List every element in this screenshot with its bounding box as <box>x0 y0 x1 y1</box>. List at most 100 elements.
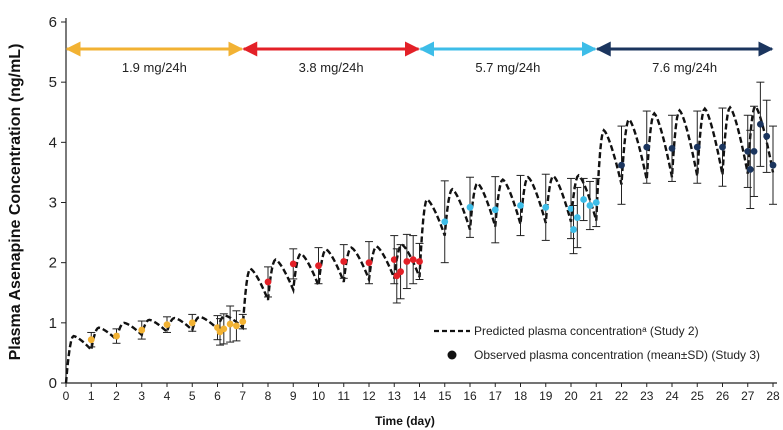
legend-observed-marker <box>447 350 457 360</box>
x-tick-label: 19 <box>539 389 553 403</box>
observed-point <box>365 241 373 285</box>
observed-marker <box>441 218 449 226</box>
observed-point <box>756 81 765 167</box>
x-tick-label: 18 <box>514 389 528 403</box>
observed-marker <box>570 226 577 233</box>
observed-point <box>743 114 752 188</box>
observed-marker <box>397 268 404 276</box>
y-axis-ticks: 0 1 2 3 4 5 6 <box>49 14 66 392</box>
observed-marker <box>163 321 171 329</box>
observed-point <box>402 233 411 290</box>
observed-point <box>112 328 121 344</box>
observed-point <box>642 110 651 184</box>
x-tick-label: 12 <box>362 389 376 403</box>
observed-point <box>339 244 348 279</box>
x-axis-title: Time (day) <box>375 414 435 428</box>
observed-point <box>137 320 146 340</box>
observed-point <box>314 247 323 285</box>
observed-marker <box>668 144 676 152</box>
observed-point <box>491 176 500 244</box>
x-tick-label: 24 <box>665 389 679 403</box>
x-tick-label: 14 <box>413 389 427 403</box>
observed-point <box>769 125 777 205</box>
x-tick-label: 13 <box>388 389 402 403</box>
observed-point <box>466 176 474 238</box>
observed-point <box>87 331 96 348</box>
x-tick-label: 15 <box>438 389 452 403</box>
dose-period-label: 3.8 mg/24h <box>299 60 364 75</box>
observed-marker <box>750 147 758 155</box>
observed-marker <box>220 325 228 333</box>
observed-marker <box>138 326 146 334</box>
axes <box>65 18 777 384</box>
observed-marker <box>416 258 423 265</box>
observed-marker <box>403 258 411 265</box>
observed-marker <box>233 322 240 330</box>
observed-point <box>264 266 272 298</box>
observed-point <box>541 173 550 241</box>
y-tick-label: 3 <box>49 195 57 212</box>
legend: Predicted plasma concentrationᵃ (Study 2… <box>434 324 760 362</box>
observed-point <box>569 205 578 255</box>
y-tick-label: 1 <box>49 315 57 332</box>
x-tick-label: 23 <box>640 389 654 403</box>
x-tick-label: 11 <box>338 389 351 403</box>
observed-point <box>592 177 601 228</box>
observed-point <box>585 180 594 231</box>
observed-marker <box>769 161 777 169</box>
observed-point <box>409 235 418 285</box>
y-axis-title: Plasma Asenapine Concentration (ng/mL) <box>7 44 24 361</box>
y-tick-label: 6 <box>49 14 57 31</box>
dose-period-label: 7.6 mg/24h <box>652 60 717 75</box>
y-tick-label: 2 <box>49 255 57 272</box>
x-tick-label: 1 <box>88 389 95 403</box>
legend-predicted-label: Predicted plasma concentrationᵃ (Study 2… <box>474 324 699 338</box>
observed-marker <box>409 256 417 264</box>
x-tick-label: 21 <box>590 389 604 403</box>
dose-period-label: 1.9 mg/24h <box>122 60 187 75</box>
observed-marker <box>763 132 771 140</box>
x-tick-label: 26 <box>716 389 730 403</box>
x-tick-label: 27 <box>741 389 755 403</box>
observed-point <box>746 129 755 210</box>
x-tick-label: 5 <box>189 389 196 403</box>
observed-marker <box>580 196 588 203</box>
observed-point <box>617 125 626 205</box>
observed-marker <box>239 318 247 326</box>
observed-marker <box>592 199 600 206</box>
observed-marker <box>618 161 625 169</box>
observed-point <box>573 186 582 249</box>
legend-observed-label: Observed plasma concentration (mean±SD) … <box>474 348 760 362</box>
observed-point <box>516 174 525 237</box>
x-tick-label: 3 <box>138 389 145 403</box>
x-tick-label: 6 <box>214 389 221 403</box>
observed-point <box>668 114 676 182</box>
observed-marker <box>466 203 474 211</box>
observed-point <box>579 177 588 222</box>
observed-marker <box>744 147 752 155</box>
observed-marker <box>542 203 550 211</box>
observed-marker <box>188 319 196 327</box>
x-tick-label: 0 <box>63 389 70 403</box>
observed-marker <box>113 332 120 340</box>
x-tick-label: 10 <box>312 389 326 403</box>
dose-period-bars: 1.9 mg/24h 3.8 mg/24h 5.7 mg/24h 7.6 mg/24h <box>65 41 774 75</box>
x-tick-label: 4 <box>164 389 171 403</box>
observed-point <box>440 180 449 264</box>
observed-marker <box>573 214 581 221</box>
observed-marker <box>491 206 499 214</box>
y-tick-label: 5 <box>49 74 57 91</box>
observed-point <box>762 99 771 173</box>
observed-marker <box>567 205 575 212</box>
observed-marker <box>517 202 524 209</box>
x-tick-label: 16 <box>463 389 477 403</box>
observed-point <box>238 313 247 330</box>
observed-point <box>693 110 702 184</box>
observed-marker <box>87 336 95 344</box>
observed-marker <box>315 262 322 270</box>
observed-point <box>289 248 298 280</box>
x-tick-label: 20 <box>564 389 578 403</box>
observed-marker <box>390 256 398 264</box>
observed-marker <box>719 143 726 151</box>
